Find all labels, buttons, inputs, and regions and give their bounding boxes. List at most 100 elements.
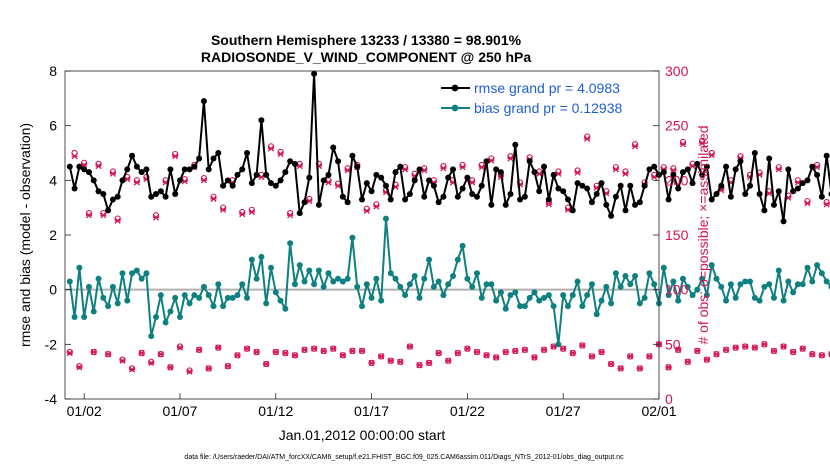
bias-marker xyxy=(646,270,653,277)
rmse-marker xyxy=(76,163,83,170)
bias-marker xyxy=(708,262,715,269)
bias-marker xyxy=(545,292,552,299)
rmse-marker xyxy=(823,152,830,159)
bias-marker xyxy=(651,281,658,288)
rmse-marker xyxy=(378,174,385,181)
rmse-marker xyxy=(124,166,131,173)
obs-assimilated-marker xyxy=(344,167,351,174)
y-tick-label: -4 xyxy=(45,391,58,407)
bias-marker xyxy=(555,341,562,348)
bias-marker xyxy=(339,278,346,285)
rmse-marker xyxy=(397,163,404,170)
bias-marker xyxy=(157,292,164,299)
bias-marker xyxy=(550,303,557,310)
rmse-marker xyxy=(564,196,571,203)
bias-marker xyxy=(473,270,480,277)
obs-assimilated-marker xyxy=(469,179,476,186)
y-tick-label: -2 xyxy=(45,336,58,352)
rmse-marker xyxy=(780,218,787,225)
obs-assimilated-marker xyxy=(109,170,116,177)
y2-tick-label: 100 xyxy=(665,282,689,298)
rmse-marker xyxy=(809,163,816,170)
bias-marker xyxy=(497,289,504,296)
obs-assimilated-marker xyxy=(148,359,155,366)
rmse-marker xyxy=(766,155,773,162)
obs-assimilated-marker xyxy=(799,345,806,352)
rmse-marker xyxy=(253,171,260,178)
rmse-marker xyxy=(291,160,298,167)
rmse-marker xyxy=(689,180,696,187)
bias-marker xyxy=(799,281,806,288)
obs-assimilated-marker xyxy=(742,343,749,350)
obs-assimilated-marker xyxy=(809,351,816,358)
obs-assimilated-marker xyxy=(406,343,413,350)
rmse-marker xyxy=(608,212,615,219)
rmse-marker xyxy=(703,163,710,170)
bias-marker xyxy=(133,267,140,274)
bias-marker xyxy=(416,294,423,301)
obs-assimilated-marker xyxy=(550,343,557,350)
bias-marker xyxy=(608,300,615,307)
obs-assimilated-marker xyxy=(277,151,284,158)
rmse-marker xyxy=(339,193,346,200)
obs-assimilated-marker xyxy=(732,344,739,351)
bias-marker xyxy=(153,314,160,320)
bias-marker xyxy=(541,294,548,301)
rmse-marker xyxy=(632,201,639,208)
rmse-marker xyxy=(742,191,749,197)
rmse-marker xyxy=(708,196,715,203)
bias-marker xyxy=(359,303,365,310)
obs-assimilated-marker xyxy=(176,344,184,351)
obs-assimilated-marker xyxy=(713,351,720,358)
obs-assimilated-marker xyxy=(493,354,500,361)
rmse-marker xyxy=(579,182,586,189)
rmse-marker xyxy=(445,174,452,181)
bias-marker xyxy=(521,303,528,310)
rmse-marker xyxy=(450,166,457,173)
bias-marker xyxy=(129,270,136,277)
rmse-marker xyxy=(129,152,136,159)
rmse-marker xyxy=(469,191,476,197)
obs-assimilated-marker xyxy=(703,356,710,363)
obs-assimilated-marker xyxy=(483,352,490,359)
obs-possible-marker xyxy=(186,367,193,374)
bias-marker xyxy=(191,292,198,299)
rmse-marker xyxy=(153,191,160,197)
rmse-marker xyxy=(239,166,246,173)
bias-marker xyxy=(248,256,255,263)
obs-assimilated-marker xyxy=(282,350,289,357)
bias-marker xyxy=(641,294,648,301)
bias-marker xyxy=(373,275,380,282)
bias-marker xyxy=(210,303,217,310)
rmse-marker xyxy=(335,158,342,165)
rmse-marker xyxy=(344,199,351,206)
bias-marker xyxy=(569,292,576,299)
obs-assimilated-marker xyxy=(454,350,461,357)
obs-assimilated-marker xyxy=(196,346,203,353)
obs-assimilated-marker xyxy=(574,169,581,176)
bias-marker xyxy=(167,308,174,315)
bias-marker xyxy=(397,283,404,290)
rmse-marker xyxy=(306,174,313,181)
rmse-marker xyxy=(162,193,169,200)
bias-marker xyxy=(823,278,830,285)
rmse-marker xyxy=(210,155,217,162)
obs-assimilated-marker xyxy=(512,347,519,354)
rmse-marker xyxy=(641,182,648,189)
bias-marker xyxy=(220,303,227,310)
rmse-marker xyxy=(138,169,145,176)
bias-marker xyxy=(713,275,720,282)
rmse-marker xyxy=(81,166,88,173)
obs-assimilated-marker xyxy=(435,350,442,357)
obs-assimilated-marker xyxy=(220,206,227,213)
bias-marker xyxy=(483,281,490,288)
obs-assimilated-marker xyxy=(368,359,375,366)
obs-assimilated-marker xyxy=(588,353,595,360)
rmse-marker xyxy=(502,201,509,208)
rmse-marker xyxy=(670,171,677,178)
obs-assimilated-marker xyxy=(334,182,342,189)
bias-marker xyxy=(761,283,768,290)
obs-assimilated-marker xyxy=(71,153,78,160)
